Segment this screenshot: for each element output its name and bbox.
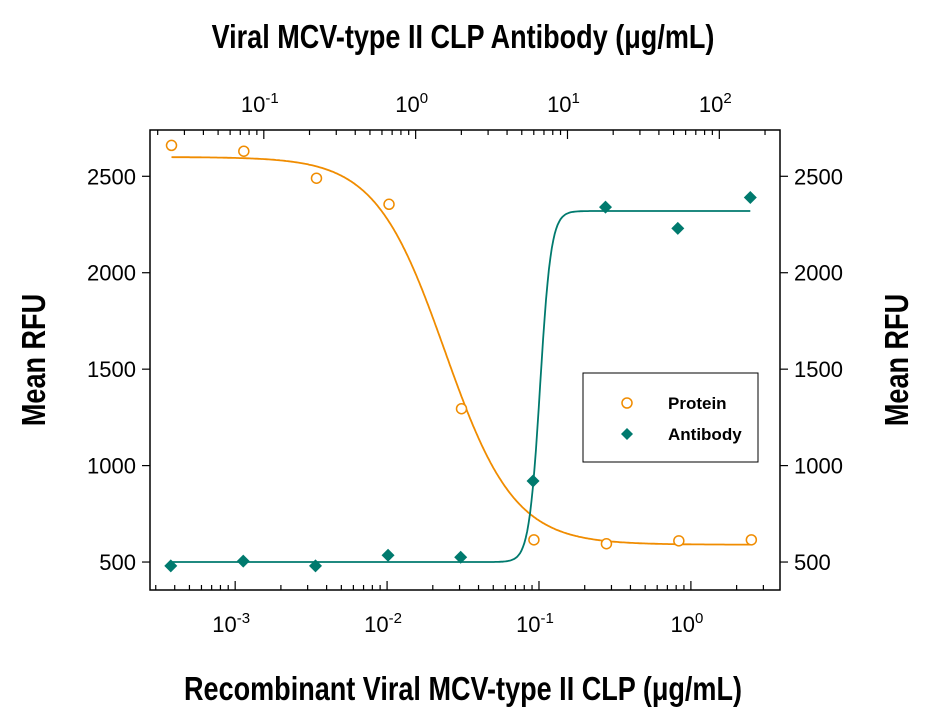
left-y-tick-label: 2500 <box>87 164 136 189</box>
y-axis-label-right: Mean RFU <box>880 294 916 426</box>
antibody-data-point <box>743 191 757 205</box>
protein-fit-curve <box>171 156 752 546</box>
data-points <box>164 139 758 573</box>
bottom-x-tick-label: 10-1 <box>516 610 554 637</box>
plot-frame <box>149 129 781 591</box>
bottom-x-tick-label: 10-3 <box>212 610 250 637</box>
antibody-data-point <box>454 550 468 564</box>
protein-data-point <box>600 537 613 550</box>
antibody-data-point <box>381 548 395 562</box>
top-x-tick-label: 101 <box>547 90 580 117</box>
axis-ticks: 10-3 10-2 10-1 100 10-1 100 101 102 500 500 1000 10… <box>87 90 843 637</box>
protein-data-point <box>528 534 540 546</box>
antibody-data-point <box>671 221 685 235</box>
protein-data-point <box>238 145 250 157</box>
legend-box <box>582 372 759 463</box>
bottom-x-tick-label: 10-2 <box>364 610 402 637</box>
bottom-x-tick-label: 100 <box>670 610 703 637</box>
right-y-tick-label: 500 <box>794 550 831 575</box>
top-x-tick-label: 10-1 <box>241 90 279 117</box>
antibody-data-point <box>164 559 178 573</box>
legend-marker-protein <box>621 397 633 409</box>
antibody-data-point <box>599 200 613 214</box>
antibody-data-point <box>526 474 540 488</box>
legend-label-antibody: Antibody <box>668 425 742 444</box>
antibody-data-point <box>309 559 323 573</box>
protein-data-point <box>455 402 468 415</box>
left-y-tick-label: 1000 <box>87 454 136 479</box>
top-x-tick-label: 102 <box>699 90 732 117</box>
top-x-tick-label: 100 <box>395 90 428 117</box>
right-y-tick-label: 1500 <box>794 357 843 382</box>
protein-data-point <box>165 139 178 152</box>
antibody-data-point <box>236 554 250 568</box>
legend-label-protein: Protein <box>668 394 727 413</box>
left-y-tick-label: 2000 <box>87 261 136 286</box>
protein-data-point <box>745 534 758 546</box>
right-y-tick-label: 2000 <box>794 261 843 286</box>
protein-data-point <box>383 198 395 211</box>
protein-data-point <box>310 172 323 184</box>
protein-data-point <box>673 535 685 547</box>
left-y-tick-label: 500 <box>99 550 136 575</box>
legend-marker-antibody <box>621 428 633 440</box>
left-y-tick-label: 1500 <box>87 357 136 382</box>
chart-title: Viral MCV-type II CLP Antibody (μg/mL) <box>212 20 715 56</box>
legend: Protein Antibody <box>582 372 759 463</box>
right-y-tick-label: 1000 <box>794 454 843 479</box>
x-axis-label: Recombinant Viral MCV-type II CLP (μg/mL… <box>184 672 742 708</box>
y-axis-label-left: Mean RFU <box>17 294 53 426</box>
fit-curves <box>170 156 752 563</box>
right-y-tick-label: 2500 <box>794 164 843 189</box>
